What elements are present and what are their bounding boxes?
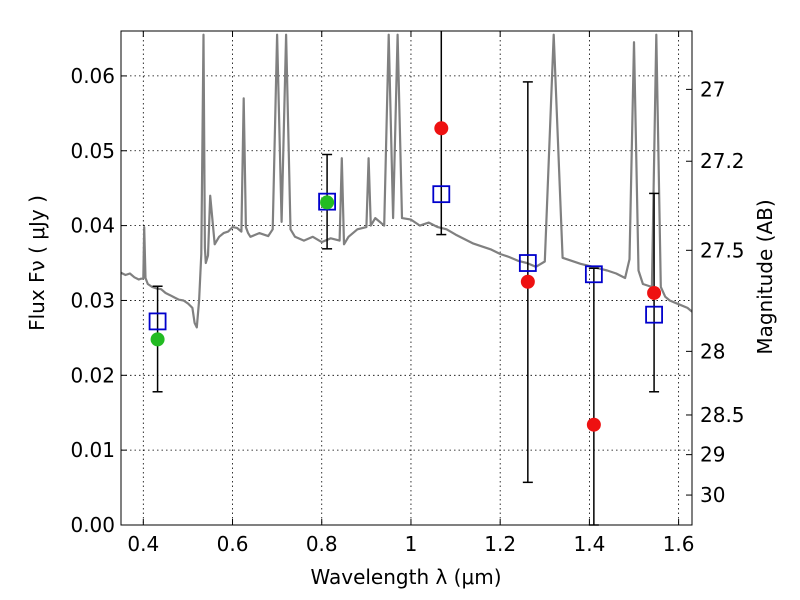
model-photometry-square	[432, 185, 451, 204]
x-tick-label: 1.6	[663, 532, 695, 556]
right-tick-label: 30	[700, 483, 725, 507]
right-tick-label: 28.5	[700, 403, 745, 427]
x-axis-label: Wavelength λ (μm)	[310, 565, 501, 589]
y-tick-label: 0.05	[70, 139, 115, 163]
y-tick-label: 0.06	[70, 64, 115, 88]
model-photometry-square	[148, 312, 167, 331]
markers	[148, 121, 663, 432]
right-axis-label: Magnitude (AB)	[753, 199, 777, 354]
x-tick-label: 1	[405, 532, 418, 556]
observed-point	[150, 332, 165, 347]
y-tick-label: 0.00	[70, 513, 115, 537]
x-tick-label: 0.6	[217, 532, 249, 556]
axes-frame	[120, 30, 693, 526]
right-tick-label: 28	[700, 339, 725, 363]
right-tick-label: 27.2	[700, 149, 745, 173]
model-photometry-square	[645, 305, 663, 324]
right-tick-label: 29	[700, 443, 725, 467]
model-photometry-square	[518, 254, 537, 272]
model-photometry-square	[318, 192, 336, 211]
model-photometry-square	[584, 265, 603, 284]
x-tick-label: 0.4	[127, 532, 159, 556]
plot-area	[121, 33, 692, 329]
observed-point	[647, 285, 662, 300]
x-tick-label: 1.4	[573, 532, 605, 556]
right-tick-label: 27	[700, 77, 725, 101]
y-tick-label: 0.01	[70, 438, 115, 462]
y-tick-label: 0.04	[70, 214, 115, 238]
y-tick-label: 0.02	[70, 363, 115, 387]
right-tick-label: 27.5	[700, 238, 745, 262]
observed-point	[320, 195, 335, 210]
axis-ticks: 0.4 0.6 0.8 1 1.2 1.4 1.6 0.00 0.01 0.02 0.03 0.04 0…	[70, 31, 745, 556]
x-tick-label: 1.2	[484, 532, 516, 556]
observed-point	[434, 121, 449, 136]
observed-point	[520, 274, 535, 289]
observed-point	[586, 417, 601, 432]
sed-line	[121, 33, 692, 329]
x-tick-label: 0.8	[306, 532, 338, 556]
y-axis-label: Flux Fν ( μJy )	[25, 195, 49, 331]
y-tick-label: 0.03	[70, 288, 115, 312]
